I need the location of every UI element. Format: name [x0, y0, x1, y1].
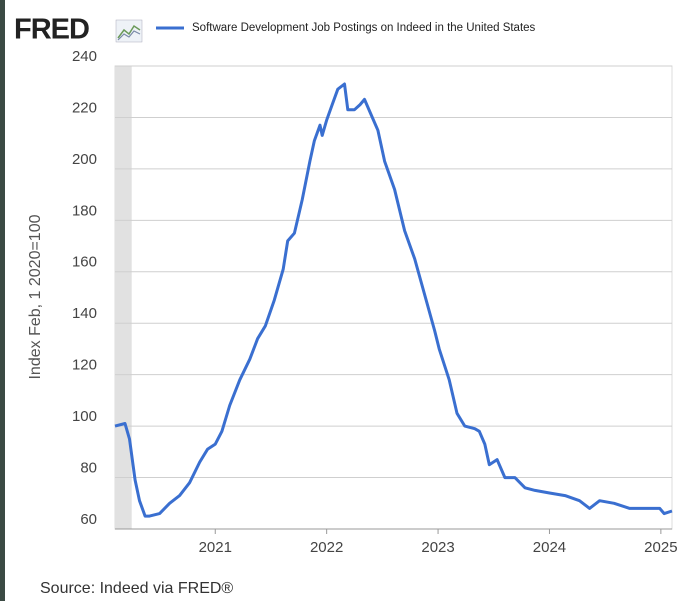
y-axis-label: Index Feb, 1 2020=100 — [27, 214, 44, 379]
x-tick-label: 2021 — [199, 539, 232, 556]
x-tick-label: 2022 — [310, 539, 343, 556]
plot-area — [114, 65, 673, 530]
y-tick-label: 240 — [72, 48, 97, 65]
y-tick-label: 120 — [72, 357, 97, 374]
source: Source: Indeed via FRED® — [40, 580, 233, 597]
data-line — [114, 82, 673, 518]
y-tick-label: 60 — [80, 511, 97, 528]
x-tick-label: 2025 — [644, 539, 677, 556]
x-tick-label: 2023 — [421, 539, 454, 556]
y-tick-label: 180 — [72, 202, 97, 219]
y-tick-label: 160 — [72, 254, 97, 271]
frame-edge — [0, 0, 5, 601]
y-tick-label: 140 — [72, 305, 97, 322]
y-tick-label: 220 — [72, 99, 97, 116]
shaded-range — [115, 66, 132, 529]
y-tick-label: 100 — [72, 408, 97, 425]
x-tick-label: 2024 — [533, 539, 566, 556]
legend-label: Software Development Job Postings on Ind… — [192, 22, 536, 34]
y-tick-label: 80 — [80, 460, 97, 477]
y-tick-label: 200 — [72, 151, 97, 168]
logo-icon — [115, 19, 143, 43]
logo: FRED — [14, 14, 89, 46]
